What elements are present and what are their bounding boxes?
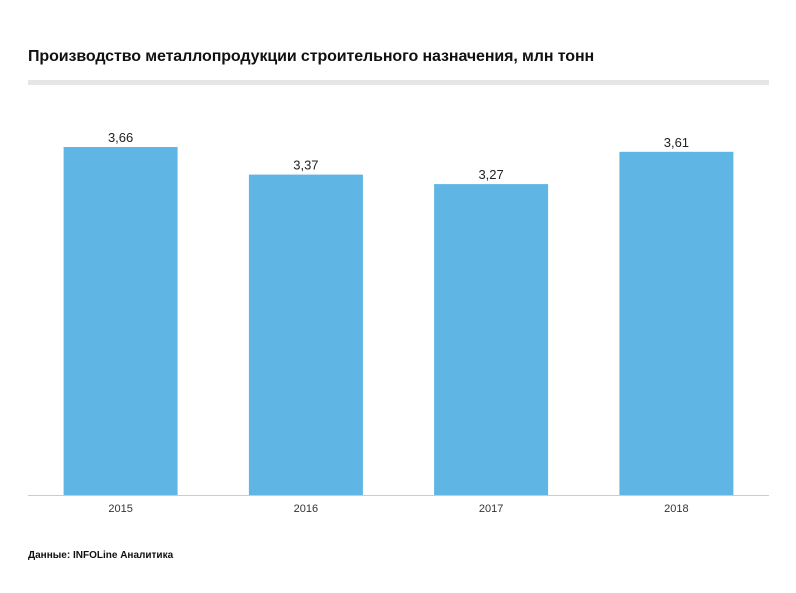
x-tick-label-2016: 2016 xyxy=(294,503,318,515)
title-divider xyxy=(28,80,769,85)
data-label-2018: 3,61 xyxy=(664,135,689,150)
bar-2015 xyxy=(63,147,178,495)
data-label-2017: 3,27 xyxy=(478,167,503,182)
data-label-2016: 3,37 xyxy=(293,158,318,173)
labels-layer: 3,66 2015 3,37 2016 3,27 2017 3,61 2018 xyxy=(108,130,689,515)
bar-2017 xyxy=(434,184,549,495)
x-tick-label-2015: 2015 xyxy=(108,503,132,515)
bar-2018 xyxy=(619,151,734,496)
x-tick-label-2018: 2018 xyxy=(664,503,688,515)
bar-2016 xyxy=(248,174,363,495)
bars-layer xyxy=(63,147,734,496)
source-note: Данные: INFOLine Аналитика xyxy=(28,550,174,561)
data-label-2015: 3,66 xyxy=(108,130,133,145)
chart-title: Производство металлопродукции строительн… xyxy=(28,48,595,65)
x-tick-label-2017: 2017 xyxy=(479,503,503,515)
